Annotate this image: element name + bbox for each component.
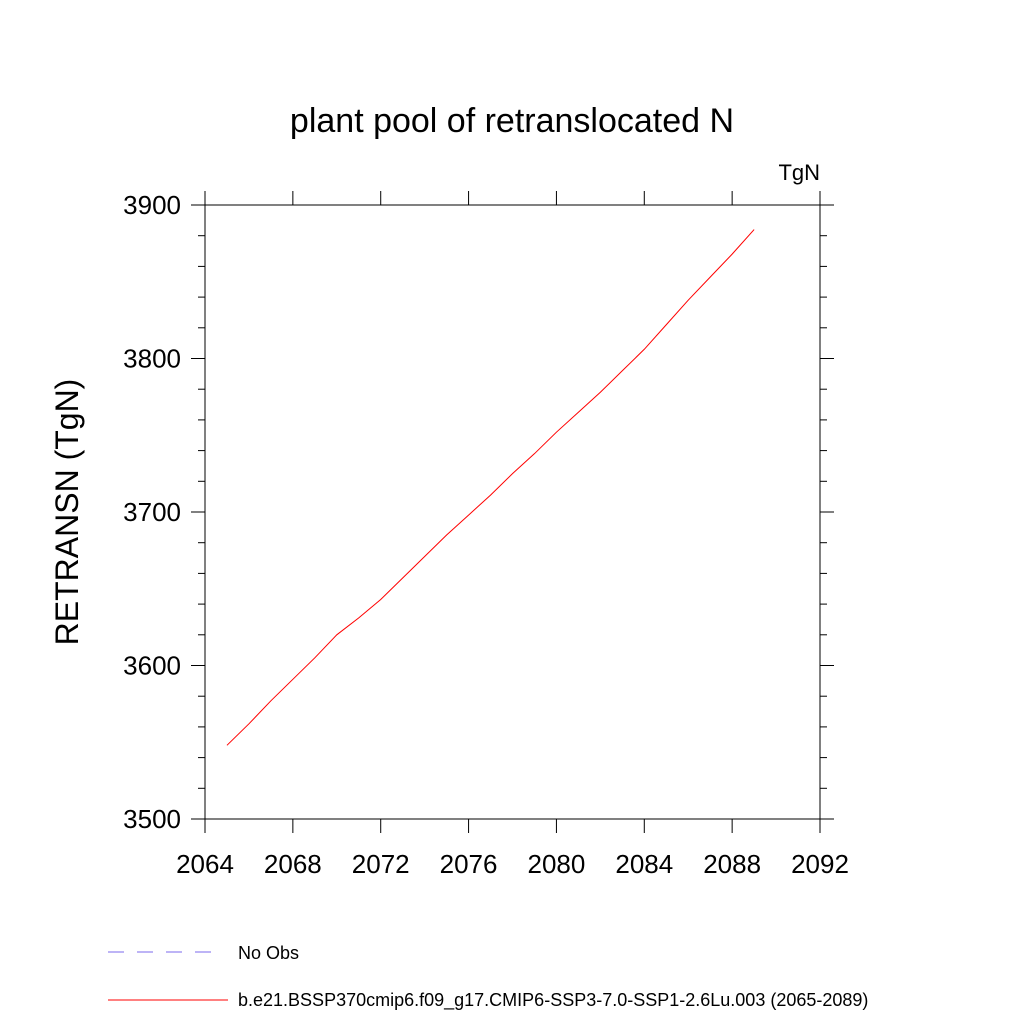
legend-series-label: b.e21.BSSP370cmip6.f09_g17.CMIP6-SSP3-7.… [238, 990, 868, 1011]
y-tick-label: 3900 [123, 190, 181, 220]
x-tick-label: 2092 [791, 849, 849, 879]
x-tick-label: 2080 [528, 849, 586, 879]
y-tick-label: 3800 [123, 344, 181, 374]
y-tick-label: 3600 [123, 651, 181, 681]
units-label: TgN [778, 160, 820, 185]
x-tick-label: 2088 [703, 849, 761, 879]
x-tick-label: 2068 [264, 849, 322, 879]
legend-no-obs-label: No Obs [238, 943, 299, 963]
y-tick-label: 3700 [123, 497, 181, 527]
x-tick-label: 2076 [440, 849, 498, 879]
legend: No Obs b.e21.BSSP370cmip6.f09_g17.CMIP6-… [108, 943, 868, 1011]
chart-title: plant pool of retranslocated N [290, 102, 734, 140]
series-line [226, 229, 755, 746]
y-tick-label: 3500 [123, 804, 181, 834]
plot-frame [204, 204, 821, 820]
y-axis-label: RETRANSN (TgN) [49, 379, 85, 646]
axis-ticks: 2064 2068 2072 2076 2080 2084 2088 2092 3500 3600… [123, 190, 849, 879]
x-tick-label: 2072 [352, 849, 410, 879]
x-tick-label: 2064 [176, 849, 234, 879]
x-tick-label: 2084 [615, 849, 673, 879]
series-layer [226, 229, 755, 746]
